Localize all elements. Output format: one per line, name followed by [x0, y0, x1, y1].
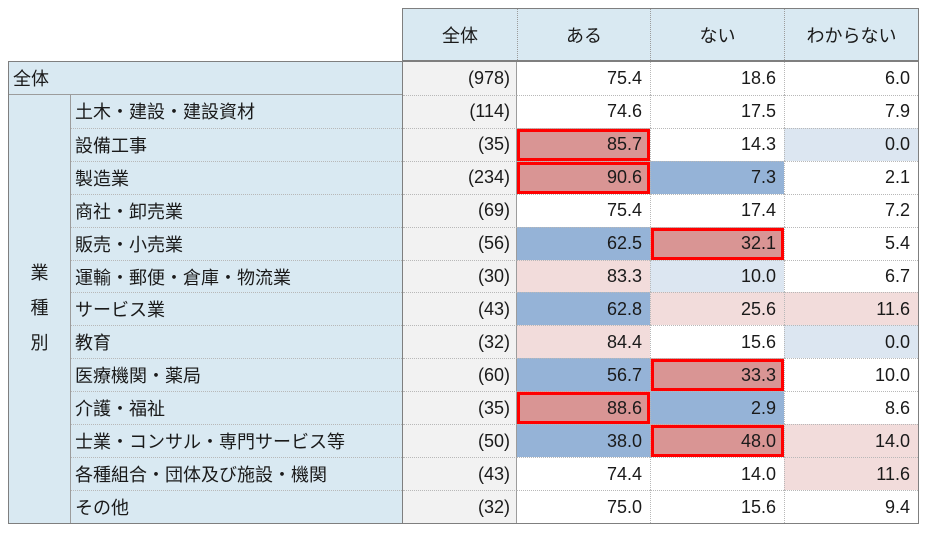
row-label-industry: 教育 [71, 325, 402, 358]
value-cell: 0.0 [784, 325, 918, 359]
value-cell: 0.0 [784, 127, 918, 161]
value-cell: 2.1 [784, 160, 918, 194]
value-cell: 74.4 [517, 457, 650, 491]
value-cell: 10.0 [784, 358, 918, 392]
value-cell: 56.7 [517, 358, 650, 392]
value-cell: 33.3 [650, 358, 784, 392]
value-cell: 7.2 [784, 193, 918, 227]
value-cell: 17.4 [650, 193, 784, 227]
count-cell: (30) [403, 259, 517, 293]
group-header-industry: 業 種 別 [9, 94, 71, 523]
count-cell: (35) [403, 127, 517, 161]
value-cell: 10.0 [650, 259, 784, 293]
value-cell: 11.6 [784, 457, 918, 491]
count-cell: (69) [403, 193, 517, 227]
value-cell: 17.5 [650, 94, 784, 128]
group-char-3: 別 [30, 333, 49, 354]
value-cell: 18.6 [650, 62, 784, 95]
value-cell: 38.0 [517, 424, 650, 458]
value-cell: 88.6 [517, 391, 650, 425]
row-label-overall: 全体 [9, 62, 402, 95]
group-char-2: 種 [30, 298, 49, 319]
value-cell: 14.3 [650, 127, 784, 161]
row-label-industry: 土木・建設・建設資材 [75, 102, 255, 123]
value-cell: 75.0 [517, 490, 650, 523]
row-label-industry: サービス業 [71, 292, 402, 325]
column-header-1: ある [517, 9, 650, 60]
count-cell: (43) [403, 292, 517, 326]
value-cell: 85.7 [517, 127, 650, 161]
value-cell: 62.5 [517, 226, 650, 260]
value-cell: 75.4 [517, 193, 650, 227]
value-cell: 2.9 [650, 391, 784, 425]
row-label-industry: 各種組合・団体及び施設・機関 [71, 457, 402, 490]
value-cell: 14.0 [650, 457, 784, 491]
group-char-1: 業 [30, 263, 49, 284]
row-label-industry: その他 [71, 490, 402, 523]
count-cell: (114) [403, 94, 517, 128]
value-cell: 9.4 [784, 490, 918, 523]
value-cell: 90.6 [517, 160, 650, 194]
count-cell: (35) [403, 391, 517, 425]
count-cell: (32) [403, 490, 517, 523]
count-cell: (978) [403, 62, 517, 95]
row-label-industry: 運輸・郵便・倉庫・物流業 [71, 259, 402, 293]
count-cell: (32) [403, 325, 517, 359]
row-label-block: 全体 業 種 別 土木・建設・建設資材設備工事 製造業 商社・卸売業 販売・小売業 運輸… [8, 61, 403, 524]
value-cell: 62.8 [517, 292, 650, 326]
column-header-0: 全体 [442, 25, 478, 46]
column-header-3: わからない [784, 9, 918, 60]
value-cell: 5.4 [784, 226, 918, 260]
value-cell: 6.0 [784, 62, 918, 95]
value-cell: 11.6 [784, 292, 918, 326]
value-cell: 74.6 [517, 94, 650, 128]
value-cell: 84.4 [517, 325, 650, 359]
count-cell: (234) [403, 160, 517, 194]
value-cell: 8.6 [784, 391, 918, 425]
row-label-industry: 設備工事 [71, 127, 402, 161]
value-cell: 14.0 [784, 424, 918, 458]
row-label-industry: 商社・卸売業 [71, 193, 402, 227]
table-header-row: 全体 ある ない わからない [402, 8, 919, 61]
value-cell: 6.7 [784, 259, 918, 293]
value-cell: 75.4 [517, 62, 650, 95]
values-block: (978) 75.4 18.6 6.0 (114) 74.6 17.5 7.9 (35) 85.7… [402, 61, 919, 524]
row-label-industry: 医療機関・薬局 [71, 358, 402, 391]
value-cell: 15.6 [650, 325, 784, 359]
value-cell: 83.3 [517, 259, 650, 293]
count-cell: (43) [403, 457, 517, 491]
value-cell: 15.6 [650, 490, 784, 523]
value-cell: 48.0 [650, 424, 784, 458]
count-cell: (50) [403, 424, 517, 458]
count-cell: (60) [403, 358, 517, 392]
value-cell: 32.1 [650, 226, 784, 260]
column-header-2: ない [650, 9, 784, 60]
row-label-industry: 販売・小売業 [71, 226, 402, 260]
value-cell: 25.6 [650, 292, 784, 326]
row-label-industry: 製造業 [71, 160, 402, 194]
row-label-industry: 士業・コンサル・専門サービス等 [71, 424, 402, 457]
value-cell: 7.3 [650, 160, 784, 194]
row-label-industry: 介護・福祉 [71, 391, 402, 424]
count-cell: (56) [403, 226, 517, 260]
value-cell: 7.9 [784, 94, 918, 128]
